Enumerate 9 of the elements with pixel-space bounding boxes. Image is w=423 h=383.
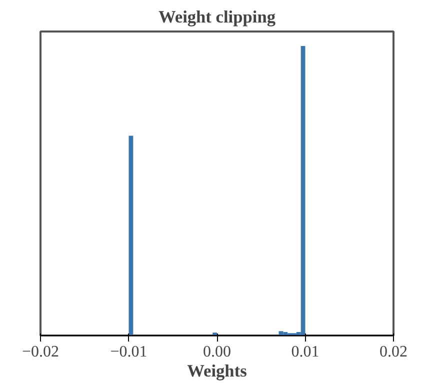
x-tick-label: −0.02 <box>22 344 60 360</box>
bar <box>128 136 134 336</box>
x-tick-label: −0.01 <box>110 344 148 360</box>
x-axis-title: Weights <box>187 362 248 380</box>
x-tick-label: 0.02 <box>380 344 408 360</box>
bar <box>300 46 306 336</box>
chart-title: Weight clipping <box>158 8 276 26</box>
x-tick-label: 0.01 <box>291 344 320 360</box>
x-tick-label: 0.00 <box>203 344 231 360</box>
